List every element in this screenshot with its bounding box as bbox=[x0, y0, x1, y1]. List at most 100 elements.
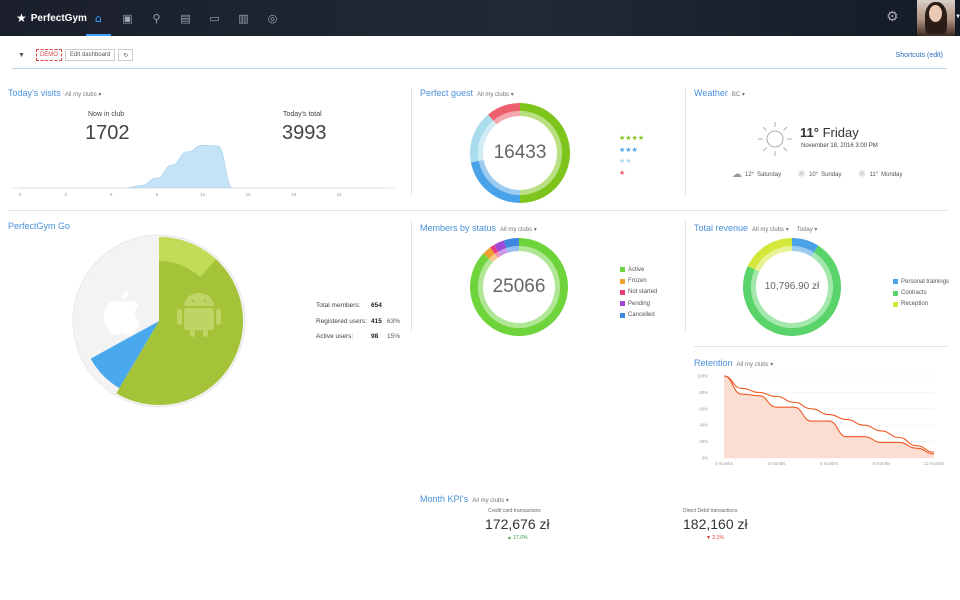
retention-club-filter[interactable]: All my clubs ▾ bbox=[736, 362, 774, 368]
home-icon[interactable]: ⌂ bbox=[84, 0, 113, 36]
legend-item[interactable]: Cancelled bbox=[620, 310, 657, 321]
members-total: 25066 bbox=[492, 276, 546, 297]
refresh-button[interactable]: ↻ bbox=[118, 49, 134, 61]
guest-inner-slice-2 bbox=[478, 120, 497, 161]
members-inner-slice-3 bbox=[498, 248, 508, 257]
forecast-temp: 11° bbox=[869, 171, 879, 178]
retention-x-tick: 0 months bbox=[715, 461, 733, 466]
location-pin-icon-glyph: ⚲ bbox=[152, 11, 161, 25]
now-in-club-value: 1702 bbox=[85, 122, 130, 144]
visits-x-tick: 3 bbox=[64, 192, 67, 197]
legend-item[interactable]: Reception bbox=[893, 299, 949, 310]
go-title: PerfectGym Go bbox=[8, 221, 71, 231]
retention-area bbox=[724, 376, 934, 458]
shortcuts-link[interactable]: Shortcuts (edit) bbox=[895, 52, 943, 59]
forecast-temp: 12° bbox=[745, 171, 755, 178]
legend-item[interactable]: Pending bbox=[620, 298, 657, 309]
guest-slice-3[interactable] bbox=[488, 103, 520, 121]
star-rating-4: ★★★★ bbox=[619, 134, 645, 142]
legend-item[interactable]: Contracts bbox=[893, 287, 949, 298]
building-icon[interactable]: ▥ bbox=[229, 0, 258, 36]
revenue-slice-0[interactable] bbox=[792, 238, 819, 253]
weather-date: November 18, 2016 3:00 PM bbox=[801, 143, 878, 149]
registered-users-label: Registered users: bbox=[316, 317, 367, 325]
kpi-club-filter[interactable]: All my clubs ▾ bbox=[472, 498, 509, 504]
retention-filter-text: All my clubs bbox=[736, 362, 769, 368]
legend-label: Pending bbox=[628, 300, 651, 307]
revenue-period-filter[interactable]: Today ▾ bbox=[796, 227, 818, 233]
go-slice-ios[interactable] bbox=[90, 321, 159, 389]
guest-slice-2[interactable] bbox=[470, 114, 494, 163]
kpi-credit-value: 172,676 zł bbox=[485, 516, 550, 532]
legend-item[interactable]: Personal trainings bbox=[893, 276, 949, 287]
visits-title: Today's visits All my clubs ▾ bbox=[8, 88, 101, 98]
chevron-down-icon[interactable]: ▼ bbox=[18, 51, 25, 59]
calculator-icon[interactable]: ▤ bbox=[171, 0, 200, 36]
avatar[interactable] bbox=[917, 0, 955, 36]
retention-x-tick: 6 months bbox=[820, 461, 838, 466]
legend-label: Frozen bbox=[628, 278, 647, 285]
legend-swatch bbox=[620, 278, 625, 284]
kpi-filter-text: All my clubs bbox=[472, 498, 505, 504]
visits-x-tick: 9 bbox=[156, 192, 159, 197]
revenue-club-filter[interactable]: All my clubs ▾ bbox=[752, 227, 789, 233]
legend-item[interactable]: Frozen bbox=[620, 275, 657, 286]
id-card-icon[interactable]: ▣ bbox=[113, 0, 142, 36]
gear-icon[interactable]: ⚙ bbox=[886, 9, 899, 25]
divider bbox=[411, 220, 412, 332]
visits-x-tick: 15 bbox=[246, 192, 252, 197]
visits-area bbox=[19, 144, 385, 189]
legend-item[interactable]: Active bbox=[620, 264, 657, 275]
retention-y-tick: 60% bbox=[699, 406, 708, 411]
weather-location-filter[interactable]: BC ▾ bbox=[731, 92, 745, 98]
retention-x-tick: 9 months bbox=[873, 461, 891, 466]
guest-inner-slice-1 bbox=[478, 159, 520, 195]
guest-inner-slice-0 bbox=[520, 111, 563, 195]
total-members-label: Total members: bbox=[316, 302, 361, 310]
visits-club-filter[interactable]: All my clubs ▾ bbox=[64, 92, 102, 98]
revenue-title: Total revenue All my clubs ▾ Today ▾ bbox=[694, 223, 817, 233]
guest-total: 16433 bbox=[493, 142, 547, 163]
top-nav-bar: ★ PerfectGym ⌂ ▣ ⚲ ▤ ▭ ▥ ◎ ⚙ ▼ bbox=[0, 0, 960, 36]
target-icon[interactable]: ◎ bbox=[258, 0, 287, 36]
go-android-highlight bbox=[159, 237, 217, 278]
weather-title: Weather BC ▾ bbox=[694, 88, 745, 98]
edit-dashboard-button[interactable]: Edit dashboard bbox=[64, 49, 116, 61]
members-legend: Active Frozen Not started Pending Cancelled bbox=[620, 264, 657, 321]
location-pin-icon[interactable]: ⚲ bbox=[142, 0, 171, 36]
revenue-slice-2[interactable] bbox=[747, 238, 792, 270]
legend-swatch bbox=[620, 267, 625, 273]
legend-label: Reception bbox=[901, 301, 929, 308]
members-club-filter[interactable]: All my clubs ▾ bbox=[500, 227, 537, 233]
guest-club-filter[interactable]: All my clubs ▾ bbox=[477, 92, 514, 98]
guest-slice-0[interactable] bbox=[520, 103, 570, 203]
retention-line-chart: 0% 20% 40% 60% 80% 100% 0 months 3 months 6 mont… bbox=[697, 374, 944, 467]
legend-label: Not started bbox=[628, 289, 658, 296]
legend-label: Active bbox=[628, 266, 645, 273]
guest-title-text: Perfect guest bbox=[420, 88, 474, 98]
brand-name: PerfectGym bbox=[30, 12, 87, 24]
guest-filter-text: All my clubs bbox=[477, 92, 510, 98]
members-slice-3[interactable] bbox=[494, 240, 507, 252]
revenue-legend: Personal trainings Contracts Reception bbox=[893, 276, 949, 310]
wallet-icon[interactable]: ▭ bbox=[200, 0, 229, 36]
members-slice-2[interactable] bbox=[490, 244, 499, 254]
guest-slice-1[interactable] bbox=[470, 160, 520, 203]
members-slice-1[interactable] bbox=[483, 247, 495, 259]
forecast-day-name: Monday bbox=[881, 171, 903, 178]
row-divider bbox=[8, 210, 948, 211]
visits-x-tick: 21 bbox=[337, 192, 343, 197]
chevron-down-icon[interactable]: ▼ bbox=[955, 14, 960, 20]
retention-line-1 bbox=[723, 375, 935, 453]
go-slice-other[interactable] bbox=[75, 237, 159, 362]
members-donut-chart bbox=[470, 238, 568, 336]
members-slice-4[interactable] bbox=[503, 238, 519, 249]
wallet-icon-glyph: ▭ bbox=[209, 11, 220, 25]
retention-y-tick: 40% bbox=[699, 423, 708, 428]
revenue-inner-slice-0 bbox=[792, 246, 814, 257]
todays-total-value: 3993 bbox=[282, 122, 327, 144]
brand-logo[interactable]: ★ PerfectGym bbox=[16, 11, 87, 25]
todays-total-label: Today's total bbox=[283, 111, 322, 118]
legend-label: Personal trainings bbox=[901, 278, 950, 285]
legend-item[interactable]: Not started bbox=[620, 287, 657, 298]
